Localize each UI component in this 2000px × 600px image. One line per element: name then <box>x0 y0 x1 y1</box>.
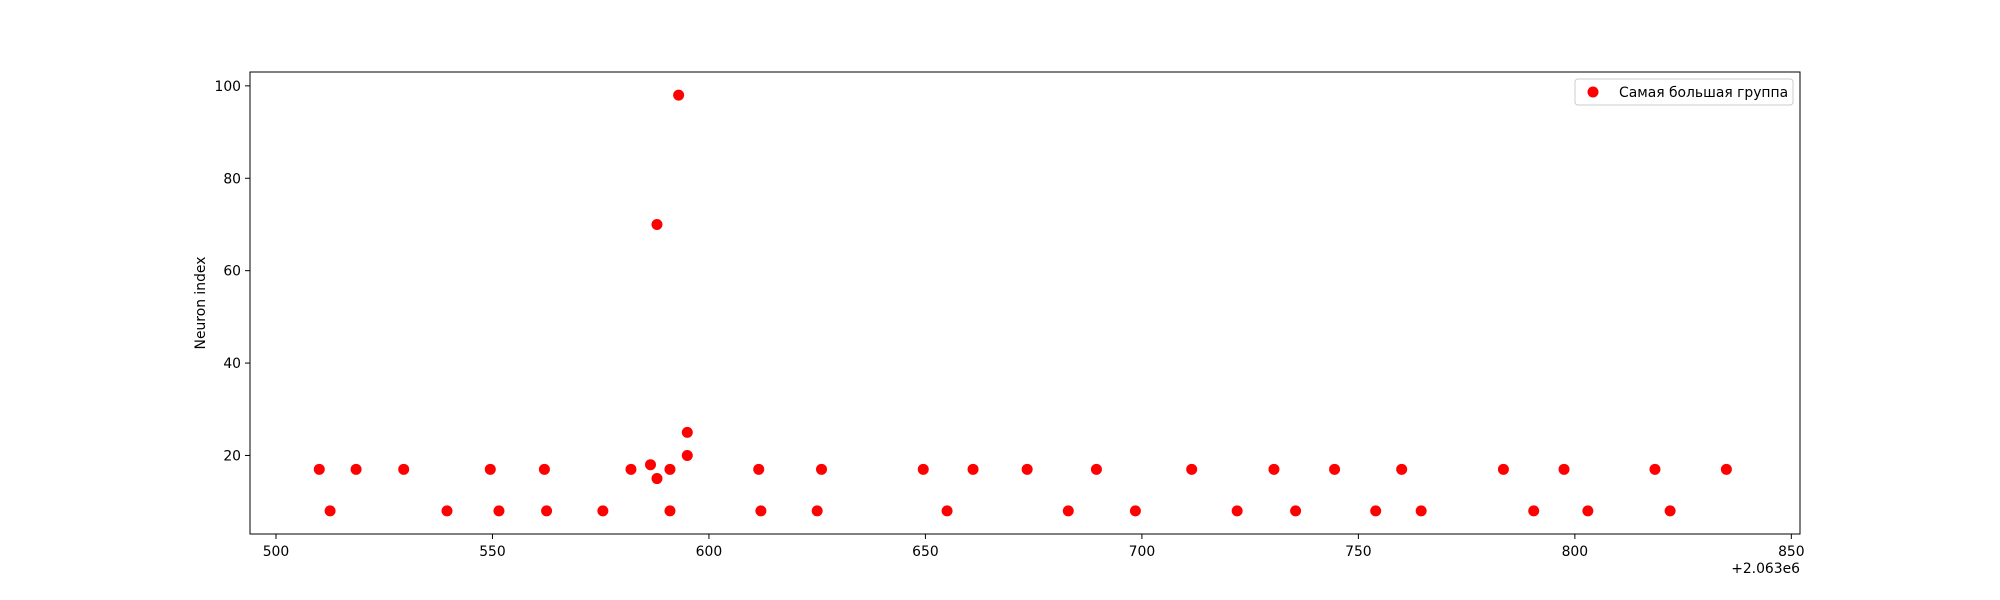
x-tick-label: 800 <box>1562 544 1589 560</box>
y-tick-label: 20 <box>223 448 241 464</box>
data-point <box>493 505 505 517</box>
data-point <box>1558 463 1570 475</box>
data-point <box>816 463 828 475</box>
data-point <box>324 505 336 517</box>
data-point <box>753 463 765 475</box>
data-point <box>1649 463 1661 475</box>
data-point <box>1370 505 1382 517</box>
data-point <box>625 463 637 475</box>
data-point <box>597 505 609 517</box>
data-point <box>651 473 663 485</box>
y-tick-label: 100 <box>214 79 241 95</box>
data-point <box>1231 505 1243 517</box>
data-point <box>1129 505 1141 517</box>
data-point <box>681 449 693 461</box>
data-point <box>1415 505 1427 517</box>
x-offset-label: +2.063e6 <box>1731 561 1800 577</box>
data-point <box>644 459 656 471</box>
plot-area <box>250 72 1800 534</box>
data-point <box>681 426 693 438</box>
data-point <box>1329 463 1341 475</box>
data-point <box>1720 463 1732 475</box>
data-point <box>1396 463 1408 475</box>
x-tick-label: 550 <box>479 544 506 560</box>
y-axis-label: Neuron index <box>193 257 209 350</box>
data-point <box>441 505 453 517</box>
data-point <box>1290 505 1302 517</box>
data-point <box>755 505 767 517</box>
legend-marker <box>1587 86 1599 98</box>
x-axis: 500 550 600 650 700 750 800 850 <box>263 534 1805 560</box>
data-point <box>398 463 410 475</box>
y-tick-label: 80 <box>223 171 241 187</box>
data-point <box>1021 463 1033 475</box>
data-points <box>313 89 1732 517</box>
data-point <box>967 463 979 475</box>
data-point <box>1268 463 1280 475</box>
data-point <box>541 505 553 517</box>
x-tick-label: 600 <box>696 544 723 560</box>
data-point <box>313 463 325 475</box>
legend-box <box>1574 78 1794 106</box>
legend-label: Самая большая группа <box>1619 85 1788 101</box>
data-point <box>538 463 550 475</box>
data-point <box>651 218 663 230</box>
x-tick-label: 750 <box>1345 544 1372 560</box>
data-point <box>1582 505 1594 517</box>
plot-frame <box>249 71 1801 535</box>
x-tick-label: 850 <box>1778 544 1805 560</box>
data-point <box>664 505 676 517</box>
data-point <box>941 505 953 517</box>
data-point <box>1186 463 1198 475</box>
data-point <box>917 463 929 475</box>
data-point <box>350 463 362 475</box>
x-tick-label: 650 <box>912 544 939 560</box>
x-tick-label: 700 <box>1129 544 1156 560</box>
y-tick-label: 40 <box>223 356 241 372</box>
data-point <box>1062 505 1074 517</box>
legend: Самая большая группа <box>1574 78 1794 106</box>
data-point <box>1497 463 1509 475</box>
y-axis: 20 40 60 80 100 <box>214 79 250 464</box>
data-point <box>811 505 823 517</box>
data-point <box>1528 505 1540 517</box>
x-tick-label: 500 <box>263 544 290 560</box>
data-point <box>673 89 685 101</box>
y-tick-label: 60 <box>223 264 241 280</box>
data-point <box>664 463 676 475</box>
data-point <box>1090 463 1102 475</box>
data-point <box>484 463 496 475</box>
data-point <box>1664 505 1676 517</box>
